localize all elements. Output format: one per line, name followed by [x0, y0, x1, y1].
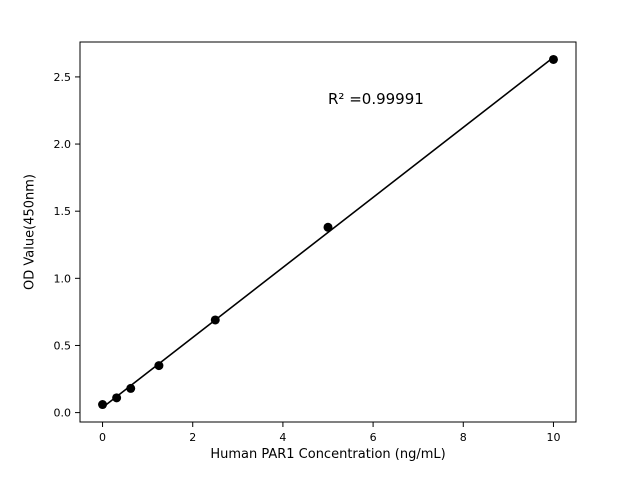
data-point	[548, 54, 558, 64]
r-squared-annotation: R² =0.99991	[328, 90, 424, 108]
y-tick-label: 1.5	[54, 205, 72, 218]
y-tick-label: 2.5	[54, 71, 72, 84]
data-point	[98, 400, 108, 410]
y-tick-label: 0.0	[54, 407, 72, 420]
fit-line	[102, 56, 554, 409]
data-point	[210, 315, 220, 325]
x-tick-label: 4	[279, 431, 286, 444]
x-tick-label: 10	[546, 431, 560, 444]
y-tick-label: 0.5	[54, 339, 72, 352]
data-point	[323, 222, 333, 232]
x-tick-label: 8	[460, 431, 467, 444]
x-tick-label: 6	[370, 431, 377, 444]
y-axis-title: OD Value(450nm)	[22, 174, 38, 290]
x-tick-label: 2	[189, 431, 196, 444]
x-tick-label: 0	[99, 431, 106, 444]
data-point	[126, 383, 136, 393]
plot-border	[79, 41, 577, 423]
data-point	[154, 361, 164, 371]
y-tick-label: 1.0	[54, 272, 72, 285]
data-point	[112, 393, 122, 403]
y-tick-label: 2.0	[54, 138, 72, 151]
x-axis-title: Human PAR1 Concentration (ng/mL)	[210, 447, 446, 462]
